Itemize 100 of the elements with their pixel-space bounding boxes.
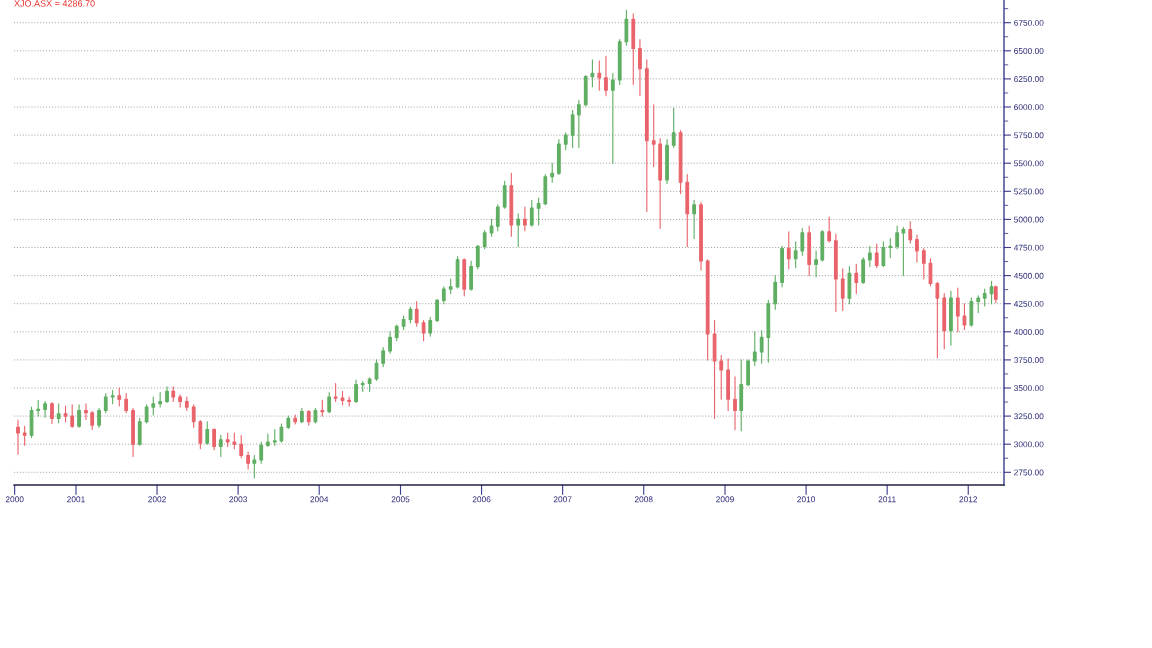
candlestick xyxy=(327,391,332,414)
x-tick-label: 2006 xyxy=(472,496,491,503)
candlestick xyxy=(671,107,676,149)
candlestick xyxy=(800,227,805,256)
candlestick xyxy=(272,429,277,446)
candlestick xyxy=(962,303,967,331)
candlestick xyxy=(705,259,710,361)
candlestick xyxy=(610,72,615,164)
x-tick-label: 2004 xyxy=(310,496,329,503)
candlestick xyxy=(313,407,318,424)
candlestick xyxy=(597,60,602,91)
candlestick xyxy=(712,320,717,419)
candlestick xyxy=(495,204,500,232)
x-tick-label: 2003 xyxy=(229,496,248,503)
candlestick xyxy=(935,281,940,359)
candlestick xyxy=(678,130,683,195)
candlestick xyxy=(435,298,440,323)
candlestick xyxy=(286,415,291,430)
y-tick-label: 4250.00 xyxy=(1013,300,1044,307)
candlestick xyxy=(29,406,34,439)
candlestick xyxy=(239,434,244,459)
candlestick xyxy=(489,218,494,237)
candlestick xyxy=(644,59,649,213)
candlestick xyxy=(502,180,507,209)
candlestick xyxy=(428,316,433,337)
candlestick xyxy=(63,405,68,423)
candlestick xyxy=(617,39,622,86)
candlestick xyxy=(516,213,521,247)
candlestick xyxy=(184,396,189,412)
candlestick xyxy=(103,393,108,414)
candlestick xyxy=(455,255,460,289)
candlestick xyxy=(347,396,352,407)
candlestick xyxy=(699,201,703,271)
x-tick-label: 2012 xyxy=(959,496,978,503)
candlestick xyxy=(293,414,298,425)
candlestick xyxy=(158,391,163,408)
candlestick xyxy=(354,379,358,404)
candlestick xyxy=(232,432,237,450)
candlestick xyxy=(320,399,325,417)
candlestick xyxy=(867,245,872,268)
candlestick xyxy=(151,396,156,416)
candlestick xyxy=(50,402,54,424)
candlestick xyxy=(624,9,629,46)
candlestick xyxy=(265,433,270,448)
candlestick xyxy=(482,230,487,250)
candlestick xyxy=(993,285,998,304)
candlestick xyxy=(773,275,778,310)
candlestick xyxy=(895,225,900,250)
candlestick xyxy=(381,346,386,368)
candlestick xyxy=(915,234,919,263)
candlestick xyxy=(752,331,757,367)
candlestick xyxy=(928,258,933,287)
candlestick xyxy=(218,434,223,458)
candlestick xyxy=(733,376,737,431)
candlestick xyxy=(874,243,879,269)
candlestick xyxy=(550,162,555,183)
candlestick xyxy=(685,173,690,247)
candlestick xyxy=(543,173,548,206)
candlestick xyxy=(522,206,527,232)
x-tick-label: 2000 xyxy=(5,496,24,503)
candlestick xyxy=(441,286,446,305)
candlestick xyxy=(43,400,47,418)
candlestick xyxy=(556,139,561,175)
candlestick xyxy=(110,389,115,405)
candlestick xyxy=(90,411,95,431)
candlestick xyxy=(570,109,575,149)
candlestick xyxy=(719,354,724,400)
candlestick xyxy=(840,268,845,311)
candlestick xyxy=(84,403,88,421)
candlestick xyxy=(401,315,406,331)
candlestick xyxy=(225,432,230,448)
candlestick xyxy=(137,417,142,446)
candlestick xyxy=(252,454,257,479)
candlestick xyxy=(306,409,311,426)
candlestick xyxy=(726,358,731,412)
candlestick xyxy=(212,427,217,451)
candlestick xyxy=(259,441,264,464)
candlestick xyxy=(246,451,251,470)
y-tick-label: 5500.00 xyxy=(1014,160,1044,167)
candlestick xyxy=(901,226,906,277)
candlestick xyxy=(279,423,284,443)
candlestick xyxy=(989,280,994,305)
candlestick xyxy=(22,425,27,446)
candlestick xyxy=(563,132,568,151)
y-tick-label: 3750.00 xyxy=(1014,357,1044,363)
chart-title: XJO.ASX = 4286.70 xyxy=(14,0,95,7)
candlestick xyxy=(448,278,453,295)
y-tick-label: 6000.00 xyxy=(1014,104,1044,111)
candlestick xyxy=(70,404,75,428)
y-tick-label: 6250.00 xyxy=(1014,76,1044,83)
y-tick-label: 3250.00 xyxy=(1014,413,1044,420)
candlestick xyxy=(955,287,960,333)
candlestick xyxy=(786,231,791,270)
x-tick-label: 2002 xyxy=(148,496,166,503)
candlestick xyxy=(780,245,784,288)
candlestick xyxy=(692,199,697,240)
y-tick-label: 3000.00 xyxy=(1014,441,1044,448)
y-tick-label: 4000.00 xyxy=(1013,329,1044,335)
candlestick xyxy=(509,172,514,237)
candlestick xyxy=(888,237,893,259)
